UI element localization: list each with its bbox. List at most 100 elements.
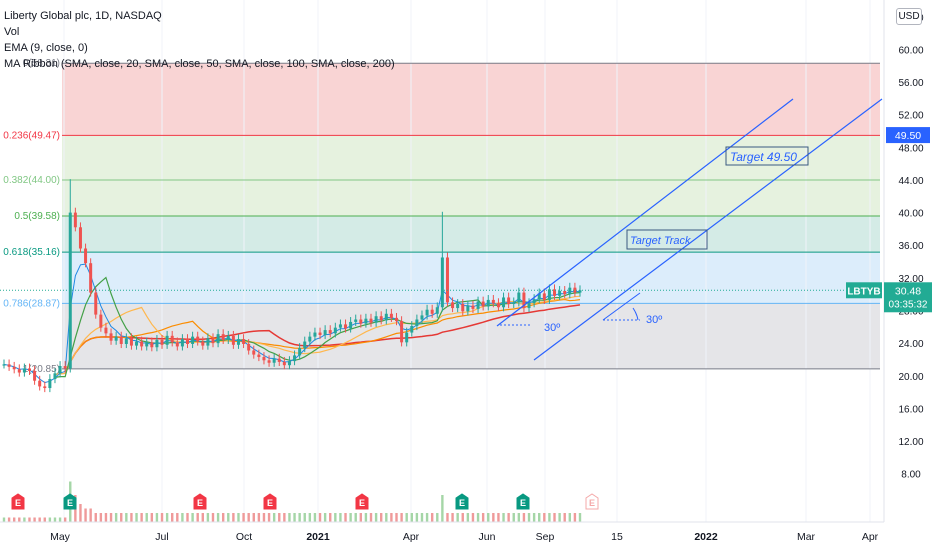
- volume-bar: [359, 513, 363, 522]
- candle-body: [68, 212, 72, 369]
- chart-title: Liberty Global plc, 1D, NASDAQ: [4, 10, 162, 22]
- candle-body: [435, 307, 439, 314]
- volume-bar: [497, 513, 500, 522]
- candle-body: [313, 332, 317, 337]
- candle-body: [170, 335, 174, 343]
- volume-bar: [38, 517, 41, 522]
- volume-bar: [543, 513, 546, 522]
- volume-bar: [492, 513, 495, 522]
- earnings-marker[interactable]: E: [516, 493, 530, 510]
- candle-body: [145, 342, 149, 347]
- earnings-marker[interactable]: E: [193, 493, 207, 510]
- volume-bar: [578, 513, 582, 522]
- volume-indicator-label[interactable]: Vol: [4, 26, 20, 38]
- angle-label: 30º: [646, 314, 662, 326]
- volume-bar: [487, 513, 490, 522]
- currency-button[interactable]: USD: [896, 8, 922, 25]
- fib-level-label: 0.382(44.00): [3, 175, 60, 186]
- volume-bar: [104, 513, 108, 522]
- candle-body: [140, 341, 144, 347]
- candle-body: [573, 287, 577, 293]
- candle-body: [461, 303, 465, 312]
- volume-bar: [390, 513, 393, 522]
- candle-body: [186, 339, 190, 344]
- volume-bar: [538, 513, 541, 522]
- volume-bar: [303, 513, 306, 522]
- price-axis-tick: 44.00: [898, 176, 923, 187]
- candle-body: [415, 319, 419, 327]
- target-track-box[interactable]: [626, 229, 708, 250]
- candle-body: [303, 341, 307, 349]
- volume-bar: [12, 517, 16, 522]
- earnings-marker[interactable]: E: [455, 493, 469, 510]
- volume-bar: [563, 513, 566, 522]
- earnings-badge: [193, 493, 207, 510]
- target-channel-upper-line[interactable]: [496, 98, 794, 327]
- candle-body: [318, 332, 322, 335]
- volume-bar: [140, 513, 143, 522]
- fib-zone: [62, 135, 880, 180]
- candle-body: [517, 292, 521, 303]
- volume-bar: [53, 517, 57, 522]
- volume-bar: [7, 517, 11, 522]
- volume-bar: [272, 513, 276, 522]
- candle-body: [338, 324, 342, 328]
- fib-level-label: 0(58.31): [23, 58, 60, 69]
- volume-bar: [18, 517, 21, 522]
- candle-body: [282, 361, 286, 366]
- volume-bar: [466, 513, 470, 522]
- earnings-marker[interactable]: E: [11, 493, 25, 510]
- earnings-badge: [516, 493, 530, 510]
- target-track-label: Target Track: [630, 235, 691, 247]
- candle-body: [201, 341, 205, 346]
- time-axis-tick: Jul: [155, 531, 168, 543]
- fib-zone: [62, 216, 880, 253]
- volume-bar: [380, 513, 383, 522]
- price-axis-tick: 16.00: [898, 404, 923, 415]
- volume-bar: [410, 513, 413, 522]
- price-axis-tick: 48.00: [898, 143, 923, 154]
- target-label-box[interactable]: [725, 146, 809, 166]
- earnings-marker[interactable]: E: [355, 493, 369, 510]
- volume-bar: [374, 513, 378, 522]
- target-channel-lower-line[interactable]: [533, 98, 883, 361]
- earnings-badge: [63, 493, 77, 510]
- volume-bar: [165, 513, 169, 522]
- last-price-tag: [884, 282, 932, 313]
- angle-line: [602, 292, 641, 321]
- volume-bar: [568, 513, 572, 522]
- volume-bar: [527, 513, 531, 522]
- ema-indicator-label[interactable]: EMA (9, close, 0): [4, 42, 88, 54]
- angle-arc: [632, 307, 639, 321]
- volume-bar: [257, 513, 261, 522]
- candle-body: [354, 319, 358, 322]
- volume-bar: [171, 513, 174, 522]
- volume-bar: [232, 513, 235, 522]
- earnings-letter: E: [267, 498, 273, 508]
- price-axis-tick: 60.00: [898, 45, 923, 56]
- candle-body: [486, 299, 490, 307]
- ma-100-line: [54, 298, 581, 376]
- volume-bar: [43, 517, 46, 522]
- earnings-marker[interactable]: E: [63, 493, 77, 510]
- earnings-marker[interactable]: E: [263, 493, 277, 510]
- volume-bar: [349, 513, 352, 522]
- volume-bar: [237, 513, 240, 522]
- candle-body: [226, 335, 230, 340]
- ma-ribbon-indicator-label[interactable]: MA Ribbon (SMA, close, 20, SMA, close, 5…: [4, 58, 395, 70]
- volume-bar: [160, 513, 164, 522]
- earnings-marker[interactable]: E: [585, 493, 599, 510]
- candle-body: [425, 309, 429, 316]
- earnings-badge: [11, 493, 25, 510]
- volume-bar: [298, 513, 301, 522]
- volume-bar: [318, 513, 322, 522]
- candle-body: [568, 287, 572, 295]
- time-axis-tick: Oct: [236, 531, 252, 543]
- earnings-letter: E: [67, 498, 73, 508]
- candle-body: [491, 299, 495, 304]
- candle-body: [512, 302, 516, 304]
- fib-level-label: 0.236(49.47): [3, 130, 60, 141]
- candle-body: [175, 342, 179, 347]
- earnings-letter: E: [589, 498, 595, 508]
